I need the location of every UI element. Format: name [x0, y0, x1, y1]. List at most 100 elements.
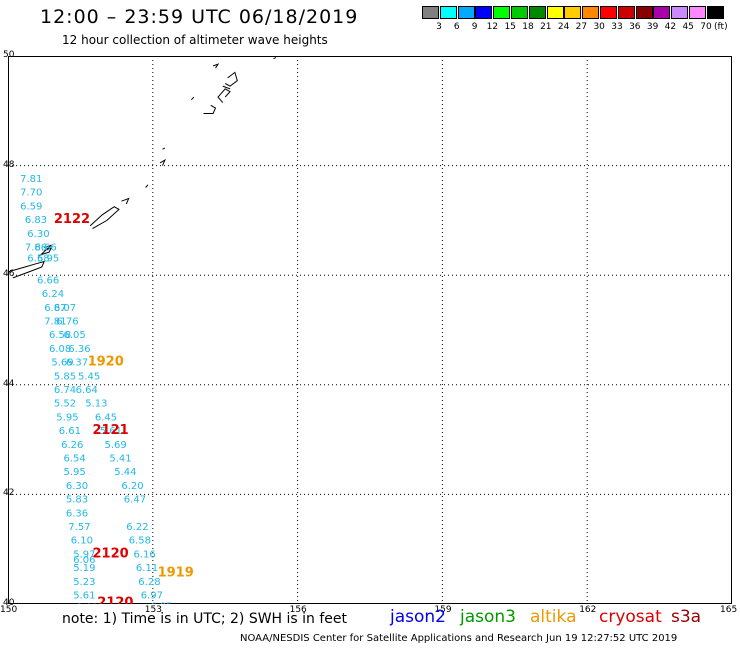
color-legend-label: 9 — [471, 22, 478, 32]
swh-value-label: 6.58 — [27, 254, 49, 265]
swh-value-label: 7.57 — [68, 522, 90, 533]
color-legend-label: 15 — [504, 22, 516, 32]
credit-line: NOAA/NESDIS Center for Satellite Applica… — [240, 633, 678, 644]
swh-value-label: 5.44 — [114, 467, 136, 478]
swh-value-label: 6.58 — [49, 330, 71, 341]
swh-value-label: 5.23 — [73, 577, 95, 588]
swh-value-label: 6.37 — [66, 358, 88, 369]
lat-tick-label: 44 — [3, 378, 15, 389]
color-swatch — [635, 6, 653, 19]
map-subtitle: 12 hour collection of altimeter wave hei… — [62, 33, 328, 47]
lon-tick-label: 156 — [289, 605, 307, 615]
swh-value-label: 6.66 — [37, 275, 59, 286]
swh-value-label: 6.85 — [150, 602, 172, 605]
swh-value-label: 6.26 — [61, 440, 83, 451]
swh-value-label: 6.20 — [121, 481, 143, 492]
color-legend-label: 6 — [453, 22, 460, 32]
satellite-legend-altika: altika — [530, 607, 577, 627]
swh-value-label: 6.95 — [37, 254, 59, 265]
coastline — [8, 57, 277, 279]
color-legend-label: 39 — [646, 22, 659, 32]
lon-tick-label: 150 — [0, 605, 18, 615]
island-outline — [217, 88, 231, 103]
color-legend-label: 30 — [593, 22, 605, 32]
pass-time-label: 2120 — [93, 546, 129, 561]
color-swatch — [511, 6, 528, 19]
swh-value-label: 6.36 — [68, 344, 90, 355]
color-swatch — [475, 6, 493, 19]
satellite-legend-jason2: jason2 — [390, 607, 446, 627]
island-outline — [145, 184, 149, 188]
swh-value-label: 6.97 — [141, 591, 163, 602]
swh-value-label: 5.61 — [100, 426, 122, 437]
island-outline — [39, 244, 52, 257]
color-legend-label: 42 — [664, 22, 677, 32]
map-frame — [8, 56, 732, 604]
lat-tick-label: 50 — [3, 50, 15, 60]
swh-value-label: 6.30 — [27, 229, 49, 240]
swh-value-label: 6.59 — [20, 201, 42, 212]
island-outline — [89, 206, 120, 230]
lon-tick-label: 165 — [720, 605, 738, 615]
color-swatch — [439, 6, 457, 19]
pass-time-labels: 2122192021212120191921201918 — [54, 212, 194, 604]
wave-height-map[interactable]: 7.817.706.596.836.307.866.666.586.956.66… — [8, 56, 732, 604]
swh-value-label: 6.22 — [126, 522, 148, 533]
color-swatch — [689, 6, 706, 19]
swh-labels: 7.817.706.596.836.307.866.666.586.956.66… — [20, 174, 173, 604]
lat-tick-label: 42 — [3, 488, 15, 499]
color-legend-label: 24 — [557, 22, 570, 32]
map-title: 12:00 – 23:59 UTC 06/18/2019 — [40, 6, 359, 28]
swh-value-label: 6.61 — [59, 426, 81, 437]
swh-value-label: 6.83 — [25, 215, 47, 226]
lon-tick-label: 159 — [434, 605, 452, 615]
swh-value-label: 6.08 — [49, 344, 71, 355]
swh-value-label: 6.05 — [64, 330, 86, 341]
swh-value-label: 6.45 — [95, 412, 117, 423]
island-outline — [224, 71, 238, 87]
swh-value-label: 7.86 — [25, 243, 47, 254]
color-legend-label: 36 — [629, 22, 641, 32]
color-swatch — [617, 6, 635, 19]
color-swatch — [653, 6, 671, 19]
satellite-legend-jason3: jason3 — [460, 607, 516, 627]
swh-value-label: 6.36 — [66, 508, 88, 519]
island-outline — [8, 260, 46, 279]
island-outline — [222, 85, 231, 90]
color-swatch — [671, 6, 689, 19]
swh-value-label: 6.64 — [76, 385, 98, 396]
swh-value-label: 6.11 — [136, 563, 158, 574]
pass-time-label: 2122 — [54, 212, 90, 227]
swh-value-label: 5.19 — [73, 563, 95, 574]
color-legend-label: 21 — [540, 22, 552, 32]
color-legend-label: 18 — [522, 22, 534, 32]
swh-value-label: 6.87 — [44, 303, 66, 314]
pass-time-label: 2121 — [93, 423, 129, 438]
swh-value-label: 6.66 — [35, 243, 57, 254]
pass-time-label: 2120 — [97, 596, 133, 604]
swh-value-label: 5.95 — [56, 412, 78, 423]
lon-tick-label: 162 — [579, 605, 597, 615]
color-legend-unit: (ft) — [714, 22, 728, 32]
swh-value-label: 6.74 — [54, 385, 76, 396]
color-legend-label: 45 — [682, 22, 694, 32]
swh-value-label: 6.30 — [66, 481, 88, 492]
color-swatch — [564, 6, 582, 19]
swh-value-label: 5.61 — [73, 591, 95, 602]
color-swatch — [546, 6, 564, 19]
swh-value-label: 6.54 — [64, 454, 86, 465]
color-swatch — [582, 6, 600, 19]
swh-value-label: 5.41 — [109, 454, 131, 465]
swh-value-label: 5.85 — [54, 371, 76, 382]
footnote: note: 1) Time is in UTC; 2) SWH is in fe… — [62, 611, 348, 627]
color-swatch — [422, 6, 439, 19]
swh-value-label: 6.28 — [138, 577, 160, 588]
island-outline — [273, 57, 277, 60]
island-outline — [191, 96, 195, 101]
swh-value-label: 6.24 — [42, 289, 64, 300]
color-swatch — [457, 6, 475, 19]
pass-time-label: 1920 — [88, 355, 124, 370]
island-outline — [159, 158, 166, 166]
color-legend-label: 3 — [436, 22, 442, 32]
color-swatch — [600, 6, 617, 19]
